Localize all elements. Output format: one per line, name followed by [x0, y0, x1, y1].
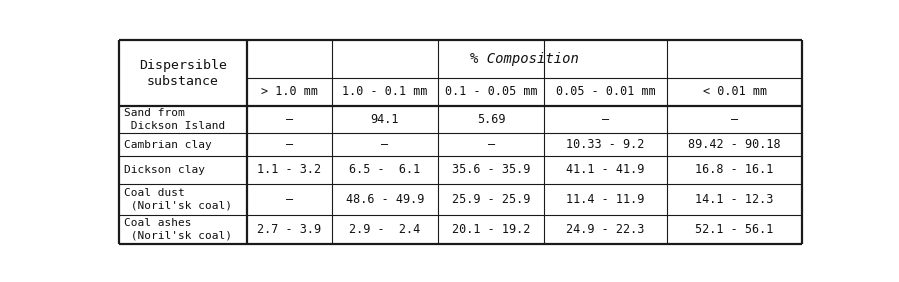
Text: —: —: [286, 113, 293, 126]
Text: 25.9 - 25.9: 25.9 - 25.9: [452, 193, 530, 206]
Text: 2.7 - 3.9: 2.7 - 3.9: [257, 223, 321, 236]
Text: 10.33 - 9.2: 10.33 - 9.2: [566, 138, 645, 151]
Text: 11.4 - 11.9: 11.4 - 11.9: [566, 193, 645, 206]
Text: 16.8 - 16.1: 16.8 - 16.1: [696, 163, 774, 176]
Text: —: —: [286, 138, 293, 151]
Text: 2.9 -  2.4: 2.9 - 2.4: [349, 223, 421, 236]
Text: 5.69: 5.69: [476, 113, 505, 126]
Text: 1.0 - 0.1 mm: 1.0 - 0.1 mm: [343, 85, 428, 98]
Text: 6.5 -  6.1: 6.5 - 6.1: [349, 163, 421, 176]
Text: Cambrian clay: Cambrian clay: [124, 140, 212, 150]
Text: < 0.01 mm: < 0.01 mm: [702, 85, 767, 98]
Text: 24.9 - 22.3: 24.9 - 22.3: [566, 223, 645, 236]
Text: —: —: [487, 138, 494, 151]
Text: Coal dust
 (Noril'sk coal): Coal dust (Noril'sk coal): [124, 188, 232, 210]
Text: Sand from
 Dickson Island: Sand from Dickson Island: [124, 108, 226, 131]
Text: 48.6 - 49.9: 48.6 - 49.9: [346, 193, 424, 206]
Text: 20.1 - 19.2: 20.1 - 19.2: [452, 223, 530, 236]
Text: 52.1 - 56.1: 52.1 - 56.1: [696, 223, 774, 236]
Text: 89.42 - 90.18: 89.42 - 90.18: [689, 138, 781, 151]
Text: Dispersible
substance: Dispersible substance: [139, 58, 227, 87]
Text: 1.1 - 3.2: 1.1 - 3.2: [257, 163, 321, 176]
Text: % Composition: % Composition: [470, 52, 579, 66]
Text: —: —: [731, 113, 738, 126]
Text: —: —: [286, 193, 293, 206]
Text: —: —: [602, 113, 610, 126]
Text: 35.6 - 35.9: 35.6 - 35.9: [452, 163, 530, 176]
Text: —: —: [381, 138, 388, 151]
Text: 14.1 - 12.3: 14.1 - 12.3: [696, 193, 774, 206]
Text: 41.1 - 41.9: 41.1 - 41.9: [566, 163, 645, 176]
Text: > 1.0 mm: > 1.0 mm: [261, 85, 317, 98]
Text: Dickson clay: Dickson clay: [124, 165, 205, 175]
Text: 0.05 - 0.01 mm: 0.05 - 0.01 mm: [556, 85, 655, 98]
Text: 0.1 - 0.05 mm: 0.1 - 0.05 mm: [445, 85, 538, 98]
Text: Coal ashes
 (Noril'sk coal): Coal ashes (Noril'sk coal): [124, 218, 232, 241]
Text: 94.1: 94.1: [370, 113, 399, 126]
